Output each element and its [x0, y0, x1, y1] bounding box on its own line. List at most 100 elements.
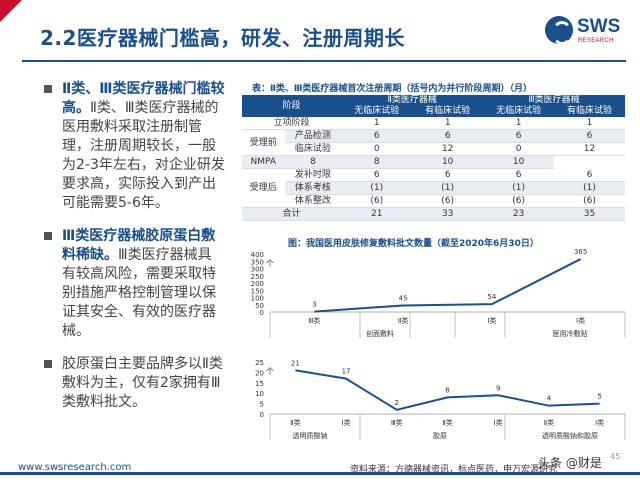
- bullet-3: 胶原蛋白主要品牌多以Ⅱ类敷料为主，仅有2家拥有Ⅲ类敷料批文。: [40, 355, 225, 412]
- y-tick-label: 5: [260, 401, 264, 409]
- x-tick-label: Ⅲ类: [308, 316, 320, 325]
- cell-substage: NMPA: [242, 155, 285, 169]
- y-tick-label: 0: [260, 411, 264, 419]
- cell-stage: 立项阶段: [242, 117, 342, 130]
- cell-value: 6: [341, 129, 413, 143]
- y-unit-label: 个: [266, 259, 274, 268]
- x-tick-label: Ⅰ类: [487, 316, 496, 325]
- x-group-label: 透明质酸钠和胶原: [542, 431, 598, 440]
- table-row: 临床试验 0 12 0 12: [242, 142, 625, 156]
- th-no-trial: 无临床试验: [341, 106, 413, 117]
- x-tick-label: Ⅱ类: [398, 316, 408, 325]
- x-group-label: 创面敷料: [366, 329, 394, 338]
- table-row: 立项阶段 1 1 1 1: [242, 117, 625, 130]
- data-label: 17: [342, 368, 351, 376]
- data-label: 365: [574, 248, 587, 256]
- cell-value: (6): [412, 194, 484, 208]
- series-line: [314, 258, 582, 313]
- cell-value: 12: [554, 142, 625, 156]
- data-label: 3: [312, 301, 316, 309]
- cell-value: 12: [412, 142, 484, 156]
- cell-value: 6: [412, 168, 484, 182]
- footer-url[interactable]: www.swsresearch.com: [18, 462, 132, 473]
- table-row: 合计 21 33 23 35: [242, 207, 625, 221]
- page-title: 2.2医疗器械门槛高，研发、注册周期长: [40, 26, 405, 50]
- table-row: NMPA 8 8 10 10: [242, 155, 625, 169]
- cell-substage: 产品检测: [284, 129, 342, 143]
- data-label: 5: [597, 393, 601, 401]
- corner-accent: [0, 0, 22, 22]
- y-tick-label: 15: [255, 380, 264, 388]
- table-row: 受理前 产品检测 6 6 6 6: [242, 129, 625, 156]
- cell-substage: 体系考核: [284, 181, 342, 195]
- cell-value: 1: [341, 117, 413, 130]
- table-row: 受理后 发补时限 6 6 6 6: [242, 168, 625, 208]
- th-class3: Ⅲ类医疗器械: [483, 95, 625, 106]
- bullet-3-text: 胶原蛋白主要品牌多以Ⅱ类敷料为主，仅有2家拥有Ⅲ类敷料批文。: [62, 356, 223, 410]
- chart-caption: 图：我国医用皮肤修复敷料批文数量（截至2020年6月30日）: [288, 239, 539, 249]
- cell-value: 21: [341, 207, 413, 221]
- cell-value: 10: [412, 155, 484, 169]
- y-tick-label: 300: [251, 266, 264, 274]
- cell-value: 6: [412, 129, 484, 143]
- x-group-label: 透明质酸钠: [293, 431, 328, 440]
- x-tick-label: Ⅰ类: [342, 418, 351, 427]
- table-row: 体系考核 (1) (1) (1) (1): [242, 181, 625, 195]
- cell-value: 6: [554, 168, 625, 182]
- x-tick-label: Ⅲ类: [391, 418, 403, 427]
- header: 2.2医疗器械门槛高，研发、注册周期长 SWS RESEARCH: [0, 0, 640, 64]
- bullet-2-bold: Ⅲ类医疗器械胶原蛋白敷料稀缺。: [62, 228, 216, 263]
- cell-value: 1: [483, 117, 555, 130]
- header-divider: [22, 60, 626, 62]
- cell-value: 6: [483, 129, 555, 143]
- logo-subtext: RESEARCH: [578, 38, 614, 44]
- y-tick-label: 25: [255, 359, 264, 367]
- data-label: 4: [547, 395, 552, 403]
- bullet-1: Ⅱ类、Ⅲ类医疗器械门槛较高。Ⅱ类、Ⅲ类医疗器械的医用敷料采取注册制管理，注册周期…: [40, 80, 225, 213]
- cell-value: 1: [412, 117, 484, 130]
- y-tick-label: 10: [255, 390, 264, 398]
- cell-value: (6): [554, 194, 625, 208]
- data-label: 54: [487, 293, 496, 301]
- watermark: 头条 @财是: [538, 456, 602, 470]
- cell-value: 10: [483, 155, 555, 169]
- bullet-2: Ⅲ类医疗器械胶原蛋白敷料稀缺。Ⅲ类医疗器械具有较高风险，需要采取特别措施严格控制…: [40, 227, 225, 341]
- data-label: 21: [291, 359, 300, 367]
- x-tick-label: Ⅰ类: [576, 316, 585, 325]
- th-stage: 阶段: [242, 95, 342, 117]
- table-row: 体系整改 (6) (6) (6) (6): [242, 194, 625, 208]
- logo-text: SWS: [577, 16, 621, 37]
- cell-value: 33: [412, 207, 484, 221]
- cell-value: 6: [554, 129, 625, 143]
- cell-substage: 临床试验: [284, 142, 342, 156]
- cell-value: 8: [341, 155, 413, 169]
- bullet-icon: [44, 85, 52, 93]
- bullet-1-bold: Ⅱ类、Ⅲ类医疗器械门槛较高。: [62, 81, 225, 116]
- source-note: 资料来源：方德器械资讯，标点医药，申万宏源研究: [350, 465, 558, 475]
- logo-icon: [545, 16, 573, 45]
- cell-value: 1: [554, 117, 625, 130]
- x-tick-label: Ⅱ类: [544, 418, 554, 427]
- footer-bar: [0, 472, 640, 475]
- y-tick-label: 350: [251, 258, 264, 266]
- cell-value: (1): [554, 181, 625, 195]
- cell-value: 6: [483, 168, 555, 182]
- x-tick-label: Ⅰ类: [494, 418, 503, 427]
- series-line: [295, 369, 600, 411]
- y-tick-label: 50: [255, 302, 264, 310]
- cell-value: 0: [483, 142, 555, 156]
- x-group-label: 医用冷敷贴: [553, 329, 588, 338]
- x-tick-label: Ⅱ类: [442, 418, 452, 427]
- registration-table: 阶段 Ⅱ类医疗器械 Ⅲ类医疗器械 无临床试验 有临床试验 无临床试验 有临床试验 立…: [242, 95, 625, 221]
- cell-group: 受理后: [242, 168, 285, 208]
- bullet-list: Ⅱ类、Ⅲ类医疗器械门槛较高。Ⅱ类、Ⅲ类医疗器械的医用敷料采取注册制管理，注册周期…: [40, 80, 225, 426]
- cell-group: 受理前: [242, 129, 285, 156]
- cell-value: 6: [341, 168, 413, 182]
- cell-value: 23: [483, 207, 555, 221]
- y-tick-label: 400: [251, 251, 264, 259]
- cell-value: (6): [483, 194, 555, 208]
- page-number: 45: [610, 452, 621, 461]
- cell-value: (1): [341, 181, 413, 195]
- th-trial: 有临床试验: [412, 106, 484, 117]
